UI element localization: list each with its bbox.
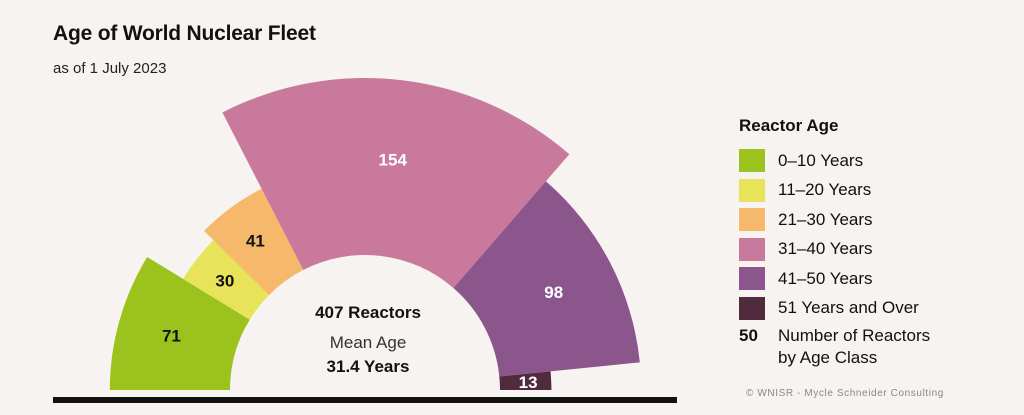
legend-item: 0–10 Years	[739, 146, 930, 176]
center-total-label: 407 Reactors	[315, 303, 421, 322]
legend-label: 31–40 Years	[778, 239, 873, 259]
semi-donut-chart: 71 30 41 154 98 13 407 Reactors Mean Age 31.4…	[53, 77, 677, 403]
legend-item: 51 Years and Over	[739, 294, 930, 324]
copyright-credit: © WNISR - Mycle Schneider Consulting	[746, 388, 944, 399]
legend-item: 41–50 Years	[739, 264, 930, 294]
chart-title: Age of World Nuclear Fleet	[53, 22, 316, 45]
slice-value-label: 154	[379, 150, 408, 169]
legend-swatch	[739, 296, 765, 320]
slice-1	[109, 257, 250, 390]
chart-subtitle: as of 1 July 2023	[53, 60, 167, 77]
legend-label: 21–30 Years	[778, 209, 873, 229]
chart-slices	[109, 77, 640, 390]
legend-label: 41–50 Years	[778, 268, 873, 288]
slice-value-label: 13	[519, 373, 538, 392]
legend-title: Reactor Age	[739, 116, 839, 135]
legend-note-text: Number of Reactors by Age Class	[778, 325, 930, 369]
slice-value-label: 98	[544, 283, 563, 302]
legend-note-text-line1: Number of Reactors	[778, 326, 931, 345]
chart-slice-labels: 71 30 41 154 98 13	[162, 150, 563, 392]
legend-label: 0–10 Years	[778, 150, 864, 170]
center-mean-value: 31.4 Years	[327, 357, 410, 376]
legend-item: 31–40 Years	[739, 235, 930, 265]
slice-6	[499, 371, 552, 390]
legend-note-number: 50	[739, 326, 758, 345]
slice-3	[204, 188, 304, 296]
slice-4	[222, 77, 570, 288]
legend-label: 51 Years and Over	[778, 298, 919, 318]
legend-swatch	[739, 178, 765, 202]
center-mean-label: Mean Age	[330, 333, 407, 352]
legend-label: 11–20 Years	[778, 180, 872, 200]
legend-swatch	[739, 208, 765, 232]
slice-value-label: 30	[215, 271, 234, 290]
baseline-bar	[53, 397, 677, 403]
legend: Reactor Age 0–10 Years 11–20 Years 21–30 Y…	[739, 116, 930, 369]
legend-item: 21–30 Years	[739, 205, 930, 235]
slice-2	[183, 240, 269, 320]
slice-5	[453, 181, 640, 377]
legend-items: 0–10 Years 11–20 Years 21–30 Years 31–40 Ye…	[739, 146, 930, 323]
legend-swatch	[739, 237, 765, 261]
legend-swatch	[739, 149, 765, 173]
slice-value-label: 71	[162, 327, 181, 346]
legend-note-text-line2: by Age Class	[778, 348, 878, 367]
legend-item: 11–20 Years	[739, 176, 930, 206]
legend-swatch	[739, 267, 765, 291]
legend-note: 50 Number of Reactors by Age Class	[739, 325, 930, 369]
slice-value-label: 41	[246, 232, 265, 251]
